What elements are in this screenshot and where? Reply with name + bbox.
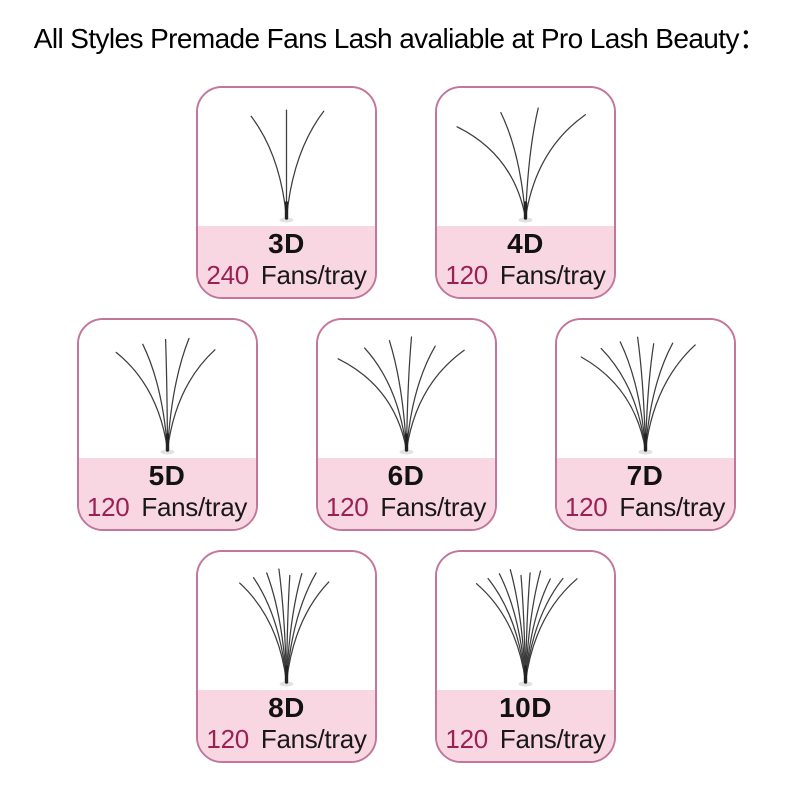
fans-count: 120	[325, 492, 369, 523]
card-footer: 3D 240 Fans/tray	[198, 226, 375, 297]
card-footer: 5D 120 Fans/tray	[78, 458, 256, 529]
fan-area	[317, 320, 495, 458]
style-label: 5D	[148, 460, 186, 492]
card-footer: 4D 120 Fans/tray	[437, 226, 614, 297]
style-card-5d: 5D 120 Fans/tray	[76, 318, 258, 531]
fan-area	[198, 552, 375, 690]
style-card-3d: 3D 240 Fans/tray	[196, 86, 377, 299]
fans-unit: Fans/tray	[260, 260, 367, 291]
lash-fan-illustration	[336, 336, 465, 455]
fans-unit: Fans/tray	[141, 492, 248, 523]
fans-unit: Fans/tray	[499, 724, 606, 755]
fans-per-tray: 120 Fans/tray	[445, 725, 605, 754]
style-label: 6D	[387, 460, 425, 492]
lash-fan-illustration	[250, 109, 325, 223]
lash-fan-illustration	[475, 569, 578, 687]
card-footer: 8D 120 Fans/tray	[198, 690, 375, 761]
page-title: All Styles Premade Fans Lash avaliable a…	[33, 23, 767, 54]
fans-unit: Fans/tray	[380, 492, 487, 523]
lash-fan-illustration	[580, 336, 696, 455]
fans-count: 240	[206, 260, 249, 291]
fans-per-tray: 120 Fans/tray	[326, 493, 486, 522]
card-footer: 6D 120 Fans/tray	[317, 458, 495, 529]
card-row: 3D 240 Fans/tray 4D 120 Fans/tray	[196, 86, 616, 299]
fans-count: 120	[445, 260, 488, 291]
style-card-10d: 10D 120 Fans/tray	[435, 550, 616, 763]
lash-fan-illustration	[115, 337, 216, 455]
style-label: 7D	[626, 460, 664, 492]
styles-grid: 3D 240 Fans/tray 4D 120 Fans/tray 5D 120…	[6, 86, 800, 763]
fan-area	[78, 320, 256, 458]
style-card-4d: 4D 120 Fans/tray	[435, 86, 616, 299]
style-card-8d: 8D 120 Fans/tray	[196, 550, 377, 763]
style-card-7d: 7D 120 Fans/tray	[554, 318, 736, 531]
fans-per-tray: 120 Fans/tray	[87, 493, 247, 522]
fans-unit: Fans/tray	[499, 260, 606, 291]
fans-count: 120	[564, 492, 608, 523]
style-label: 4D	[507, 228, 544, 260]
style-label: 10D	[499, 692, 552, 724]
card-row: 5D 120 Fans/tray 6D 120 Fans/tray 7D 120…	[76, 318, 736, 531]
fan-area	[437, 88, 614, 226]
style-card-6d: 6D 120 Fans/tray	[315, 318, 497, 531]
fans-count: 120	[206, 724, 249, 755]
fan-area	[556, 320, 734, 458]
fans-unit: Fans/tray	[619, 492, 726, 523]
card-footer: 7D 120 Fans/tray	[556, 458, 734, 529]
lash-fan-illustration	[239, 568, 330, 687]
lash-fan-illustration	[456, 107, 586, 223]
fans-per-tray: 120 Fans/tray	[565, 493, 725, 522]
fans-per-tray: 120 Fans/tray	[445, 261, 605, 290]
fan-area	[198, 88, 375, 226]
style-label: 8D	[268, 692, 305, 724]
card-row: 8D 120 Fans/tray 10D 120 Fans/tray	[196, 550, 616, 763]
fans-count: 120	[86, 492, 130, 523]
fans-per-tray: 240 Fans/tray	[206, 261, 366, 290]
fan-area	[437, 552, 614, 690]
style-label: 3D	[268, 228, 305, 260]
fans-unit: Fans/tray	[260, 724, 367, 755]
fans-per-tray: 120 Fans/tray	[206, 725, 366, 754]
card-footer: 10D 120 Fans/tray	[437, 690, 614, 761]
fans-count: 120	[445, 724, 488, 755]
